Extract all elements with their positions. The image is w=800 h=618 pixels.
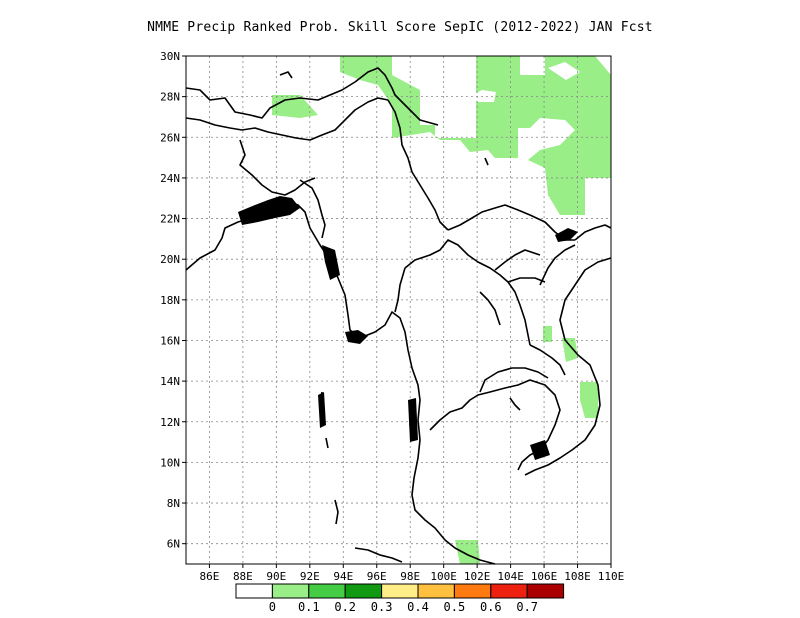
graticule bbox=[186, 56, 611, 564]
lat-label: 12N bbox=[160, 416, 180, 429]
lon-label: 86E bbox=[199, 570, 219, 583]
lat-label: 24N bbox=[160, 172, 180, 185]
lon-label: 100E bbox=[430, 570, 457, 583]
lat-label: 30N bbox=[160, 50, 180, 63]
lon-label: 106E bbox=[531, 570, 558, 583]
colorbar: 0 0.1 0.2 0.3 0.4 0.5 0.6 0.7 bbox=[235, 583, 565, 614]
colorbar-label: 0.2 bbox=[334, 600, 356, 614]
colorbar-swatch bbox=[381, 583, 419, 599]
colorbar-swatch bbox=[490, 583, 528, 599]
colorbar-label: 0.5 bbox=[444, 600, 466, 614]
lat-label: 28N bbox=[160, 91, 180, 104]
lon-label: 98E bbox=[400, 570, 420, 583]
colorbar-swatch bbox=[344, 583, 383, 599]
colorbar-label: 0 bbox=[269, 600, 276, 614]
map-title: NMME Precip Ranked Prob. Skill Score Sep… bbox=[147, 20, 653, 35]
lon-label: 104E bbox=[497, 570, 524, 583]
delta-coastline-detail bbox=[238, 196, 578, 460]
lat-label: 20N bbox=[160, 253, 180, 266]
lon-label: 102E bbox=[464, 570, 491, 583]
lat-label: 6N bbox=[167, 538, 180, 551]
lat-label: 16N bbox=[160, 334, 180, 347]
lat-label: 26N bbox=[160, 131, 180, 144]
colorbar-swatch bbox=[417, 583, 455, 599]
lon-label: 88E bbox=[233, 570, 253, 583]
lat-label: 14N bbox=[160, 375, 180, 388]
lat-label: 22N bbox=[160, 213, 180, 226]
lat-label: 18N bbox=[160, 294, 180, 307]
colorbar-swatch bbox=[453, 583, 492, 599]
lon-label: 94E bbox=[333, 570, 353, 583]
colorbar-label: 0.4 bbox=[407, 600, 429, 614]
lon-label: 108E bbox=[564, 570, 591, 583]
skill-holes bbox=[470, 62, 580, 102]
map-panel bbox=[185, 56, 612, 565]
colorbar-swatch bbox=[271, 583, 310, 599]
lon-label: 110E bbox=[598, 570, 625, 583]
colorbar-label: 0.1 bbox=[298, 600, 320, 614]
map-frame bbox=[185, 55, 612, 565]
colorbar-swatch bbox=[308, 583, 346, 599]
lat-label: 10N bbox=[160, 456, 180, 469]
colorbar-swatch bbox=[235, 583, 273, 599]
colorbar-label: 0.6 bbox=[480, 600, 502, 614]
lon-label: 90E bbox=[266, 570, 286, 583]
colorbar-label: 0.7 bbox=[516, 600, 538, 614]
lat-label: 8N bbox=[167, 497, 180, 510]
lon-axis: 86E 88E 90E 92E 94E 96E 98E 100E 102E 104E 106E 108… bbox=[199, 564, 624, 583]
colorbar-label: 0.3 bbox=[371, 600, 393, 614]
lon-label: 92E bbox=[300, 570, 320, 583]
lon-label: 96E bbox=[367, 570, 387, 583]
lat-axis: 30N 28N 26N 24N 22N 20N 18N 16N 14N 12N 10N 8N 6N bbox=[160, 50, 186, 551]
colorbar-swatch bbox=[526, 583, 565, 599]
